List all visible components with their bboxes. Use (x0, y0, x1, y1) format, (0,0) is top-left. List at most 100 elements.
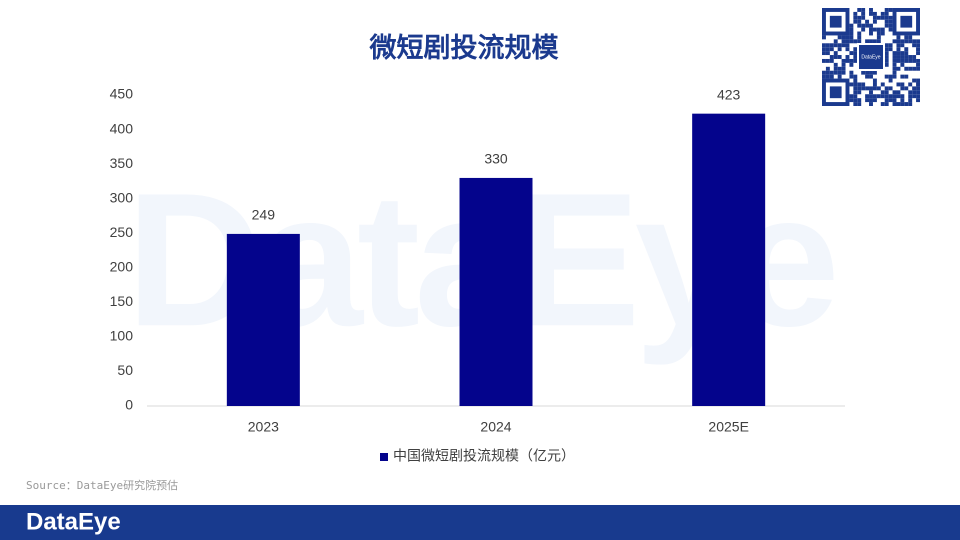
qr-cell (822, 43, 826, 48)
qr-cell (916, 43, 920, 48)
qr-cell (884, 74, 889, 79)
qr-cell (880, 31, 885, 36)
qr-cell (896, 43, 901, 48)
qr-cell (845, 58, 850, 63)
qr-cell (872, 78, 877, 83)
qr-cell (849, 62, 854, 67)
qr-cell (916, 58, 920, 63)
qr-cell (908, 66, 913, 71)
qr-cell (904, 55, 909, 59)
qr-cell (861, 27, 866, 32)
bar (226, 233, 300, 406)
qr-cell (857, 82, 862, 87)
y-tick-label: 0 (125, 397, 133, 413)
qr-cell (916, 86, 920, 91)
qr-cell (853, 58, 858, 63)
qr-cell (822, 58, 826, 63)
qr-cell (849, 70, 854, 75)
qr-cell (916, 94, 920, 99)
qr-cell (845, 47, 850, 52)
qr-cell (845, 35, 850, 40)
data-label: 423 (717, 86, 741, 102)
qr-cell (888, 78, 893, 83)
qr-cell (912, 43, 917, 48)
qr-cell (861, 70, 866, 75)
qr-cell (872, 70, 877, 75)
qr-cell (896, 55, 901, 59)
qr-cell (904, 86, 909, 91)
qr-cell (896, 82, 901, 87)
qr-cell (892, 94, 897, 99)
qr-cell (880, 82, 885, 87)
qr-cell (896, 102, 901, 106)
qr-cell (884, 55, 889, 59)
qr-cell (896, 47, 901, 52)
qr-cell (853, 78, 858, 83)
qr-cell (869, 8, 873, 12)
qr-cell (912, 94, 917, 99)
qr-cell (900, 39, 905, 44)
legend-label: 中国微短剧投流规模（亿元） (393, 448, 575, 464)
qr-cell (900, 58, 905, 63)
y-tick-label: 350 (110, 155, 134, 171)
qr-cell (857, 102, 862, 106)
qr-cell (900, 51, 905, 56)
qr-logo (857, 43, 885, 71)
qr-cell (822, 47, 826, 52)
qr-cell (857, 8, 862, 12)
qr-cell (888, 19, 893, 24)
qr-cell (880, 11, 885, 16)
qr-cell (861, 86, 866, 91)
qr-cell (908, 94, 913, 99)
qr-cell (892, 66, 897, 71)
qr-cell (849, 82, 854, 87)
qr-cell (892, 51, 897, 56)
qr-cell (853, 15, 858, 20)
y-tick-label: 250 (110, 224, 134, 240)
footer-band (0, 505, 960, 540)
qr-cell (892, 39, 897, 44)
qr-cell (872, 94, 877, 99)
qr-cell (912, 78, 917, 83)
qr-cell (869, 74, 873, 79)
qr-cell (849, 74, 854, 79)
qr-cell (876, 31, 881, 36)
qr-cell (900, 94, 905, 99)
qr-cell (884, 19, 889, 24)
qr-cell (900, 55, 905, 59)
data-label: 330 (484, 151, 508, 167)
qr-cell (904, 39, 909, 44)
qr-cell (872, 15, 877, 20)
qr-cell (857, 86, 862, 91)
qr-cell (833, 43, 838, 48)
qr-cell (853, 102, 858, 106)
qr-cell (884, 62, 889, 67)
qr-cell (912, 39, 917, 44)
qr-cell (857, 90, 862, 95)
bar (692, 113, 766, 406)
y-tick-label: 450 (110, 86, 134, 102)
qr-cell (841, 39, 846, 44)
qr-cell (857, 98, 862, 103)
qr-cell (896, 66, 901, 71)
qr-cell (912, 66, 917, 71)
qr-cell (865, 74, 870, 79)
qr-cell (849, 35, 854, 40)
qr-cell (884, 86, 889, 91)
qr-cell (857, 35, 862, 40)
qr-cell (865, 94, 870, 99)
qr-cell (884, 102, 889, 106)
qr-cell (833, 62, 838, 67)
y-tick-label: 400 (110, 120, 134, 136)
qr-cell (853, 19, 858, 24)
qr-cell (916, 66, 920, 71)
qr-cell (884, 11, 889, 16)
qr-cell (912, 55, 917, 59)
qr-cell (896, 39, 901, 44)
qr-cell (853, 86, 858, 91)
qr-finder (892, 8, 921, 36)
qr-cell (880, 94, 885, 99)
qr-cell (904, 66, 909, 71)
qr-cell (884, 94, 889, 99)
qr-cell (884, 98, 889, 103)
